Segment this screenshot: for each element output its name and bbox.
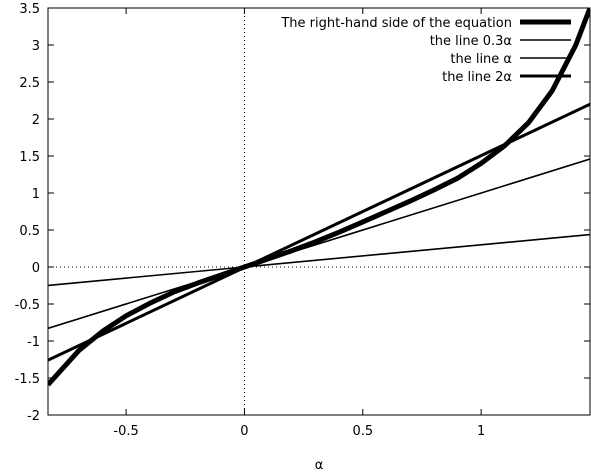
legend: The right-hand side of the equation the l… bbox=[280, 16, 571, 85]
y-tick-label: 0 bbox=[32, 261, 40, 276]
series-line-3 bbox=[48, 158, 590, 330]
y-tick-label: -2 bbox=[27, 409, 40, 424]
x-tick-label: 0.5 bbox=[352, 424, 373, 439]
y-tick-label: -0.5 bbox=[15, 298, 40, 313]
series-line-2 bbox=[48, 233, 590, 287]
series-layer bbox=[48, 8, 590, 387]
axis-ticks: -0.5 0 0.5 1 -2 -1.5 -1 -0.5 0 0.5 1 1.5 2 2.5 3 3.5 bbox=[15, 2, 590, 439]
series-line-4 bbox=[48, 102, 590, 362]
y-tick-label: 2.5 bbox=[19, 76, 40, 91]
legend-label-3: the line α bbox=[450, 52, 512, 67]
y-tick-label: -1.5 bbox=[15, 372, 40, 387]
legend-label-1: The right-hand side of the equation bbox=[280, 16, 512, 31]
x-tick-label: 0 bbox=[240, 424, 248, 439]
y-tick-label: -1 bbox=[27, 335, 40, 350]
y-tick-label: 3 bbox=[32, 39, 40, 54]
y-tick-label: 1.5 bbox=[19, 150, 40, 165]
y-tick-label: 3.5 bbox=[19, 2, 40, 17]
plot-frame bbox=[47, 7, 591, 416]
y-tick-label: 2 bbox=[32, 113, 40, 128]
y-tick-label: 1 bbox=[32, 187, 40, 202]
x-axis-label: α bbox=[315, 458, 324, 473]
x-tick-label: 1 bbox=[477, 424, 485, 439]
legend-label-4: the line 2α bbox=[442, 70, 512, 85]
y-tick-label: 0.5 bbox=[19, 224, 40, 239]
x-tick-label: -0.5 bbox=[113, 424, 138, 439]
legend-label-2: the line 0.3α bbox=[430, 34, 512, 49]
